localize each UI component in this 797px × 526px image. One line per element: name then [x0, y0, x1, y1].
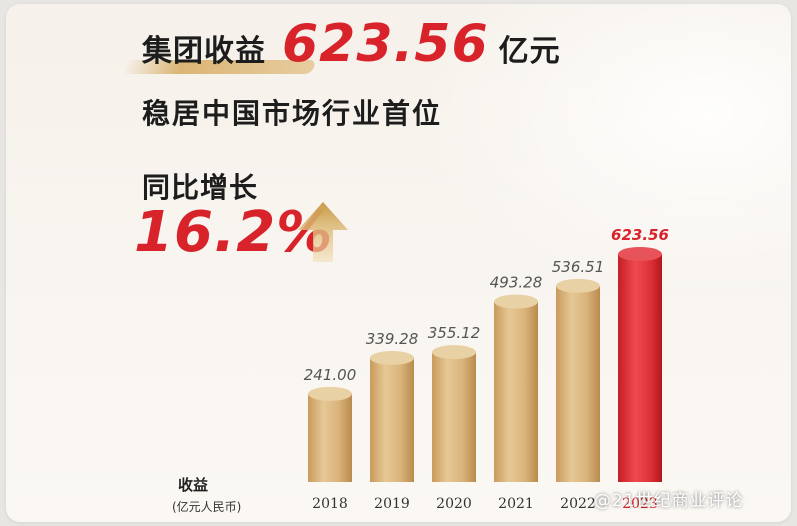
value-label-2022: 536.51 — [552, 258, 605, 276]
value-label-2021: 493.28 — [490, 274, 543, 292]
x-tick-2023: 2023 — [622, 496, 658, 512]
x-tick-2020: 2020 — [436, 496, 472, 512]
bar-top-2022 — [556, 278, 600, 293]
bar-top-2023 — [618, 247, 662, 261]
bar-top-2020 — [432, 345, 476, 360]
growth-label: 同比增长 — [142, 171, 259, 204]
headline-prefix: 集团收益 — [142, 34, 266, 69]
y-axis-unit: (亿元人民币) — [172, 500, 242, 514]
bar-2020 — [432, 352, 476, 482]
background-glow — [411, 4, 791, 304]
headline-value: 623.56 — [282, 14, 489, 74]
bar-2022 — [556, 285, 600, 482]
value-label-2019: 339.28 — [366, 330, 419, 348]
infographic-card: 集团收益 623.56 亿元 稳居中国市场行业首位 同比增长 16.2% 收益 … — [6, 4, 791, 522]
y-axis-title: 收益 — [178, 476, 209, 494]
x-tick-2022: 2022 — [560, 496, 596, 512]
headline: 集团收益 623.56 亿元 — [142, 14, 561, 74]
x-tick-2019: 2019 — [374, 496, 410, 512]
headline-suffix: 亿元 — [498, 34, 561, 69]
bar-2019 — [370, 357, 414, 482]
value-label-2020: 355.12 — [428, 324, 481, 342]
bar-2023 — [618, 254, 662, 482]
watermark: @21世纪商业评论 — [594, 491, 744, 511]
up-arrow-icon — [296, 200, 350, 264]
bar-top-2019 — [370, 350, 414, 365]
subtitle: 稳居中国市场行业首位 — [142, 97, 443, 130]
value-label-2023: 623.56 — [611, 226, 669, 244]
bar-top-2018 — [308, 386, 352, 401]
x-tick-2018: 2018 — [312, 496, 348, 512]
bar-top-2021 — [494, 294, 538, 309]
bar-2018 — [308, 393, 352, 482]
revenue-bar-chart: 241.00 2018 339.28 2019 355.12 2020 493.28 2021… — [304, 226, 669, 512]
growth-value: 16.2% — [134, 200, 334, 265]
value-label-2018: 241.00 — [304, 366, 357, 384]
x-tick-2021: 2021 — [498, 496, 534, 512]
bar-2021 — [494, 301, 538, 482]
